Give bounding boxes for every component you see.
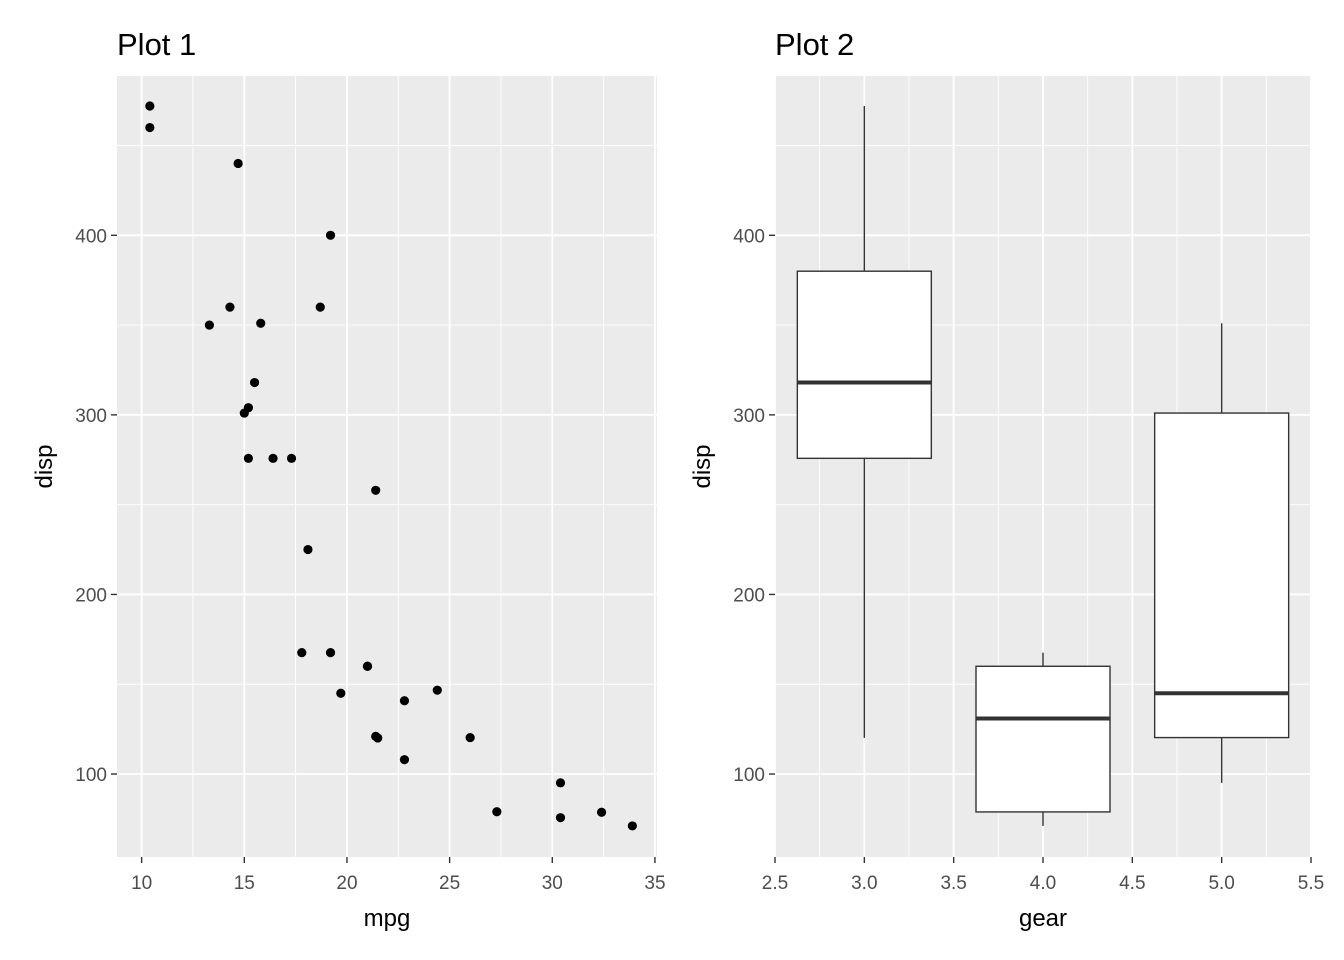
plot1-data-point bbox=[362, 661, 373, 671]
plot1-data-point bbox=[145, 101, 155, 111]
plot1-data-point bbox=[465, 732, 475, 743]
plot2-box-gear-5 bbox=[1153, 323, 1290, 783]
plot2-x-tick-label: 3.5 bbox=[940, 873, 966, 894]
plot2-x-tick-label: 4.0 bbox=[1030, 873, 1056, 894]
plot1-data-point bbox=[268, 453, 278, 463]
plot1-data-point bbox=[555, 813, 566, 823]
plot1-x-tick-label: 10 bbox=[131, 873, 152, 894]
plot1-data-point bbox=[399, 755, 410, 765]
plot1-data-point bbox=[297, 648, 307, 658]
plot1-data-point bbox=[555, 778, 566, 788]
plot1-data-point bbox=[303, 544, 313, 555]
plot2-y-tick-label: 300 bbox=[733, 406, 765, 427]
plot1-x-tick-label: 35 bbox=[644, 873, 665, 894]
plot2-box-iqr bbox=[975, 665, 1111, 813]
plot1-x-tick-label: 20 bbox=[336, 873, 357, 894]
plot2-y-axis-title: disp bbox=[689, 444, 716, 488]
plot1-data-point bbox=[286, 453, 297, 463]
plot1-x-tick-label: 25 bbox=[439, 873, 460, 894]
plot1-x-tick-label: 15 bbox=[234, 873, 255, 894]
plot2-x-tick-label: 2.5 bbox=[762, 873, 788, 894]
plot1-data-point bbox=[243, 453, 254, 463]
plot1-data-point bbox=[399, 696, 410, 706]
plot2-x-axis-title: gear bbox=[1019, 905, 1067, 932]
plot2-x-tick-label: 3.0 bbox=[851, 873, 877, 894]
plot1-title: Plot 1 bbox=[117, 27, 196, 62]
plot1-data-point bbox=[239, 408, 249, 418]
plot1-y-axis-title: disp bbox=[31, 444, 58, 488]
plot2-y-tick-label: 400 bbox=[733, 226, 765, 247]
plot2-box-iqr bbox=[1153, 412, 1290, 739]
plot1-data-point bbox=[325, 230, 336, 240]
plot1-data-point bbox=[596, 807, 607, 817]
plot1-data-point bbox=[225, 302, 235, 312]
plot1-y-tick-label: 300 bbox=[75, 406, 107, 427]
plot2-box-gear-4 bbox=[975, 652, 1111, 826]
plot1-data-point bbox=[256, 318, 266, 328]
plot2-box-gear-3 bbox=[796, 105, 933, 738]
plot1-data-point bbox=[371, 485, 381, 495]
plot1-data-point bbox=[249, 377, 260, 388]
plot1-data-point bbox=[336, 688, 346, 698]
plot2-x-tick-label: 5.5 bbox=[1298, 873, 1324, 894]
plot2-y-tick-label: 100 bbox=[733, 765, 765, 786]
plot2-box-iqr bbox=[796, 270, 933, 460]
plot1-data-point bbox=[233, 158, 243, 169]
plot1-data-point bbox=[315, 302, 325, 312]
plot2-y-tick-label: 200 bbox=[733, 585, 765, 606]
plot1-y-tick-label: 400 bbox=[75, 226, 107, 247]
plot1-y-tick-label: 100 bbox=[75, 765, 107, 786]
plot1-y-tick-label: 200 bbox=[75, 585, 107, 606]
plot2-x-tick-label: 5.0 bbox=[1208, 873, 1234, 894]
plot1-x-axis-title: mpg bbox=[364, 905, 411, 932]
plot1-data-point bbox=[627, 821, 637, 831]
plot1-x-tick-label: 30 bbox=[542, 873, 563, 894]
plot2-title: Plot 2 bbox=[775, 27, 854, 62]
plot1-data-point bbox=[204, 320, 214, 330]
plot1-plot-background bbox=[117, 76, 657, 857]
plot1-data-point bbox=[432, 685, 442, 695]
plot1-panel: 10 15 20 25 30 35 100 200 300 400 Plot 1 mpg disp bbox=[31, 27, 666, 932]
plot1-data-point bbox=[492, 807, 502, 817]
plot1-data-point bbox=[325, 648, 336, 658]
plot2-panel: 2.5 3.0 3.5 4.0 4.5 5.0 5.5 100 200 300 400 Plot 2 g… bbox=[689, 27, 1324, 932]
plot1-data-point bbox=[371, 731, 381, 741]
plot2-x-tick-label: 4.5 bbox=[1119, 873, 1145, 894]
plot1-data-point bbox=[145, 122, 155, 133]
